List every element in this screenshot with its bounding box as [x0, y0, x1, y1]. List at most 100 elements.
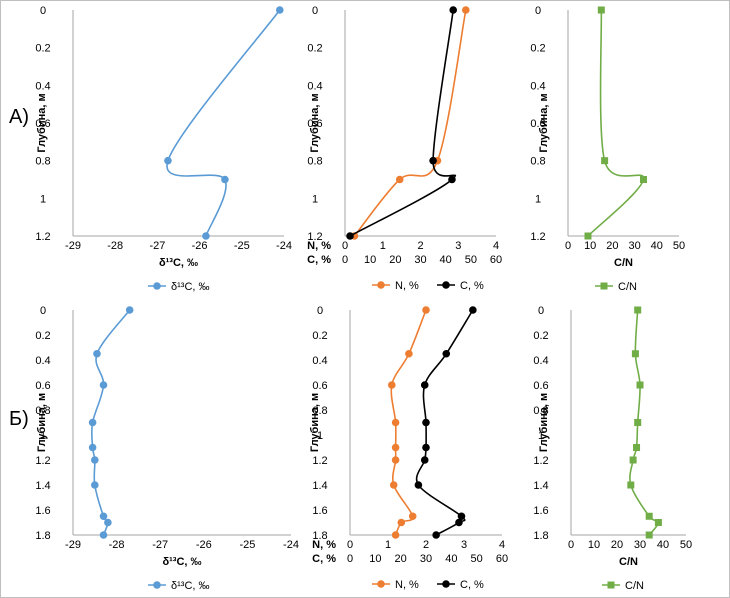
chart-b1: 0 0.2 0.4 0.6 0.8 1 1.2 1.4 1.6 1.8 Глубина, м -29 -… [35, 305, 299, 592]
y-tick-label: 1 [40, 193, 46, 205]
y-tick-label: 0.8 [312, 405, 327, 417]
series-0 [164, 6, 284, 240]
data-point [442, 349, 451, 358]
y-axis-title: Глубина, м [538, 393, 550, 452]
legend-label: N, % [395, 280, 419, 292]
data-point [420, 381, 429, 389]
data-point [627, 481, 635, 489]
x-tick-label: 40 [651, 240, 663, 252]
y-tick-label: 0.4 [530, 80, 545, 92]
y-tick-label: 1.4 [35, 480, 50, 492]
x-tick-label: 40 [440, 254, 452, 266]
data-point [429, 156, 437, 165]
x-tick-label: 50 [673, 240, 685, 252]
data-point [391, 456, 400, 464]
y-tick-label: 0 [317, 305, 323, 317]
series-0 [584, 6, 647, 240]
y-tick-label: 1.8 [533, 530, 548, 542]
x-tick-label: 0 [568, 539, 574, 551]
data-point [91, 481, 99, 489]
y-tick-label: 0 [538, 305, 544, 317]
chart-b2: 0 0.2 0.4 0.6 0.8 1 1.2 1.4 1.6 1.8 Глубина, м 0 1 2 3… [309, 305, 508, 591]
x-tick-label: 0 [342, 240, 348, 252]
y-tick-label: 0.6 [533, 380, 548, 392]
x-tick-label: -28 [107, 240, 123, 252]
y-tick-label: 0.8 [530, 156, 545, 168]
x-tick-label: 4 [493, 240, 499, 252]
data-point [601, 157, 609, 165]
data-point [634, 306, 642, 314]
data-point [104, 518, 112, 527]
data-point [164, 156, 172, 165]
row-label-b: Б) [9, 408, 29, 430]
y-tick-label: 0.4 [35, 80, 50, 92]
x-tick-label: 60 [496, 553, 508, 565]
y-tick-label: 0.2 [307, 43, 322, 55]
legend-label: δ¹³C, ‰ [171, 281, 210, 293]
x-tick-label: -29 [65, 539, 81, 551]
series-line [415, 309, 474, 536]
x-tick-label: -28 [109, 539, 125, 551]
data-point [636, 381, 644, 389]
y-tick-label: 0.8 [533, 405, 548, 417]
data-point [391, 531, 400, 539]
series-line [629, 309, 660, 536]
y-tick-label: 1.6 [35, 505, 50, 517]
y-tick-label: 1.8 [35, 530, 50, 542]
data-point [448, 175, 456, 184]
x-tick-label: 10 [584, 240, 596, 252]
y-tick-label: 0.2 [530, 43, 545, 55]
legend-label: C/N [625, 580, 644, 592]
data-point [221, 175, 229, 184]
y-tick-label: 0 [535, 5, 541, 17]
data-point [397, 518, 406, 527]
data-point [462, 6, 470, 14]
data-point [634, 419, 642, 426]
data-point [99, 381, 108, 389]
x-tick-label: 3 [461, 539, 467, 551]
x-tick-label: 2 [417, 240, 423, 252]
series-line [349, 9, 457, 237]
x-tick-label: 2 [423, 539, 429, 551]
x-axis-title: δ¹³C, ‰ [159, 257, 198, 269]
legend-marker [153, 282, 161, 290]
x-tick-label: -24 [276, 240, 292, 252]
x-axis-title: C/N [619, 556, 638, 568]
series-line [166, 9, 281, 237]
x-tick-label: 50 [465, 254, 477, 266]
y-tick-label: 1.6 [312, 505, 327, 517]
data-point [88, 443, 97, 452]
x-tick-label: -27 [149, 240, 165, 252]
y-tick-label: 0.2 [35, 43, 50, 55]
x-tick-label: 50 [471, 553, 483, 565]
y-tick-label: 1.2 [312, 455, 327, 467]
y-tick-label: 0.8 [35, 405, 50, 417]
data-point [88, 418, 97, 427]
y-tick-label: 0.6 [530, 118, 545, 130]
y-tick-label: 0 [40, 5, 46, 17]
x-tick-label: -27 [152, 539, 168, 551]
x-axis-title: δ¹³C, ‰ [162, 556, 201, 568]
y-tick-label: 1 [40, 430, 46, 442]
legend-marker [600, 282, 608, 290]
y-tick-label: 1 [317, 430, 323, 442]
chart-a3: 0 0.2 0.4 0.6 0.8 1 1.2 Глубина, м 0 10 20 30 40 50 C/… [530, 5, 685, 293]
y-tick-label: 1.2 [35, 231, 50, 243]
y-tick-label: 1.4 [533, 480, 548, 492]
data-point [645, 512, 653, 520]
legend-marker [153, 581, 161, 589]
x-tick-label: -26 [192, 240, 208, 252]
y-tick-label: 0.2 [312, 330, 327, 342]
data-point [125, 306, 134, 314]
x-tick-label: 40 [445, 553, 457, 565]
series-1 [414, 306, 477, 539]
y-tick-label: 0.2 [35, 330, 50, 342]
y-tick-label: 0.4 [533, 355, 548, 367]
data-point [469, 306, 477, 314]
x-tick-label: 50 [680, 539, 692, 551]
data-point [457, 512, 466, 521]
x-tick-label: 1 [380, 240, 386, 252]
x-tick-label: 3 [455, 240, 461, 252]
legend-marker [607, 581, 615, 589]
